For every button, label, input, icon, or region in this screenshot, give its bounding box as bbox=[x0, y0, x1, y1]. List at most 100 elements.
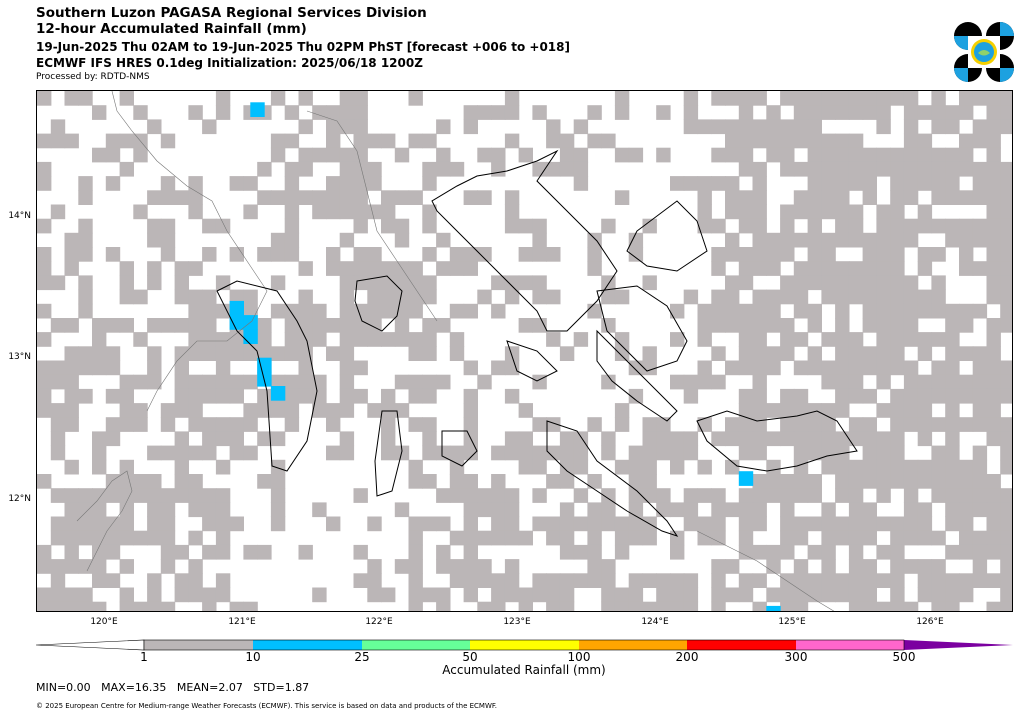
rain-cell-1-10mm bbox=[890, 332, 905, 347]
rain-cell-1-10mm bbox=[202, 445, 217, 461]
rain-cell-1-10mm bbox=[573, 445, 589, 461]
rain-cell-1-10mm bbox=[532, 105, 547, 120]
rain-cell-1-10mm bbox=[766, 119, 781, 135]
rain-cell-1-10mm bbox=[835, 91, 850, 106]
rain-cell-1-10mm bbox=[394, 232, 410, 248]
rain-cell-1-10mm bbox=[188, 261, 203, 276]
pagasa-logo bbox=[954, 22, 1014, 82]
rain-cell-1-10mm bbox=[601, 573, 616, 588]
rain-cell-1-10mm bbox=[642, 275, 657, 291]
rain-cell-1-10mm bbox=[890, 176, 905, 191]
rain-cell-1-10mm bbox=[862, 474, 877, 489]
rain-cell-1-10mm bbox=[780, 346, 795, 361]
rain-cell-1-10mm bbox=[229, 374, 244, 390]
rain-cell-1-10mm bbox=[78, 346, 93, 361]
rain-cell-1-10mm bbox=[147, 374, 162, 390]
rain-cell-1-10mm bbox=[1000, 445, 1012, 461]
rain-cell-1-10mm bbox=[463, 105, 478, 120]
rain-cell-1-10mm bbox=[381, 417, 396, 432]
rain-cell-1-10mm bbox=[188, 417, 203, 432]
rain-cell-1-10mm bbox=[656, 445, 671, 461]
rain-cell-1-10mm bbox=[1000, 247, 1012, 262]
rain-cell-1-10mm bbox=[504, 559, 520, 574]
rain-cell-1-10mm bbox=[972, 303, 988, 319]
rain-cell-1-10mm bbox=[986, 105, 1001, 120]
rain-cell-1-10mm bbox=[697, 176, 712, 191]
rain-cell-1-10mm bbox=[697, 218, 712, 234]
rain-cell-1-10mm bbox=[697, 303, 712, 319]
rain-cell-1-10mm bbox=[64, 318, 79, 333]
rain-cell-1-10mm bbox=[917, 261, 933, 276]
rain-cell-1-10mm bbox=[628, 601, 644, 611]
rain-cell-1-10mm bbox=[188, 374, 203, 390]
lon-label: 121°E bbox=[228, 617, 256, 627]
rain-cell-1-10mm bbox=[986, 176, 1001, 191]
rain-cell-1-10mm bbox=[959, 147, 974, 163]
rain-cell-1-10mm bbox=[766, 544, 781, 560]
rain-cell-1-10mm bbox=[807, 318, 822, 333]
rain-cell-1-10mm bbox=[862, 601, 877, 611]
rain-cell-1-10mm bbox=[862, 161, 877, 177]
rain-cell-1-10mm bbox=[202, 218, 217, 234]
rain-cell-1-10mm bbox=[339, 161, 355, 177]
rain-cell-1-10mm bbox=[270, 303, 286, 319]
rain-cell-1-10mm bbox=[463, 559, 478, 574]
rain-cell-1-10mm bbox=[986, 147, 1001, 163]
rain-cell-1-10mm bbox=[174, 573, 189, 588]
rain-cell-1-10mm bbox=[917, 516, 933, 532]
rain-cell-1-10mm bbox=[931, 275, 946, 291]
rain-cell-1-10mm bbox=[339, 445, 355, 461]
rain-cell-1-10mm bbox=[477, 190, 492, 205]
rain-cell-1-10mm bbox=[835, 105, 850, 120]
rain-cell-1-10mm bbox=[821, 91, 836, 106]
rain-cell-1-10mm bbox=[903, 190, 919, 205]
rain-cell-1-10mm bbox=[738, 119, 754, 135]
rain-cell-1-10mm bbox=[147, 445, 162, 461]
rain-cell-1-10mm bbox=[986, 119, 1001, 135]
rain-cell-1-10mm bbox=[92, 105, 107, 120]
rain-cell-1-10mm bbox=[821, 176, 836, 191]
rain-cell-1-10mm bbox=[780, 502, 795, 518]
rain-cell-1-10mm bbox=[780, 544, 795, 560]
rain-cell-1-10mm bbox=[628, 459, 644, 475]
rain-cell-1-10mm bbox=[326, 318, 341, 333]
rain-cell-1-10mm bbox=[711, 318, 726, 333]
rain-cell-1-10mm bbox=[532, 247, 547, 262]
rain-cell-1-10mm bbox=[890, 161, 905, 177]
rain-cell-1-10mm bbox=[890, 403, 905, 418]
rain-cell-1-10mm bbox=[931, 587, 946, 603]
rain-cell-1-10mm bbox=[381, 190, 396, 205]
rain-cell-1-10mm bbox=[890, 147, 905, 163]
rain-cell-1-10mm bbox=[504, 91, 520, 106]
rainfall-grid bbox=[37, 91, 1012, 611]
rain-cell-1-10mm bbox=[270, 474, 286, 489]
rain-cell-1-10mm bbox=[463, 502, 478, 518]
rain-cell-1-10mm bbox=[573, 119, 589, 135]
rain-cell-1-10mm bbox=[64, 459, 79, 475]
rain-cell-1-10mm bbox=[931, 417, 946, 432]
rain-cell-1-10mm bbox=[64, 587, 79, 603]
rain-cell-1-10mm bbox=[683, 176, 699, 191]
rain-cell-1-10mm bbox=[92, 147, 107, 163]
rain-cell-1-10mm bbox=[683, 388, 699, 404]
rain-cell-1-10mm bbox=[270, 403, 286, 418]
rain-cell-1-10mm bbox=[766, 403, 781, 418]
rain-cell-1-10mm bbox=[92, 332, 107, 347]
rain-cell-1-10mm bbox=[92, 459, 107, 475]
rain-cell-1-10mm bbox=[931, 176, 946, 191]
rain-cell-1-10mm bbox=[848, 502, 864, 518]
rain-cell-1-10mm bbox=[449, 530, 465, 546]
rain-cell-1-10mm bbox=[463, 474, 478, 489]
rain-cell-1-10mm bbox=[160, 318, 176, 333]
rain-cell-1-10mm bbox=[381, 388, 396, 404]
rain-cell-1-10mm bbox=[257, 332, 272, 347]
rain-cell-1-10mm bbox=[518, 275, 533, 291]
rain-cell-1-10mm bbox=[312, 332, 327, 347]
rain-cell-1-10mm bbox=[876, 488, 891, 503]
rain-cell-1-10mm bbox=[670, 530, 685, 546]
rain-cell-1-10mm bbox=[876, 544, 891, 560]
rain-cell-1-10mm bbox=[890, 459, 905, 475]
rain-cell-1-10mm bbox=[573, 459, 589, 475]
rain-cell-1-10mm bbox=[436, 261, 451, 276]
rain-cell-1-10mm bbox=[229, 346, 244, 361]
